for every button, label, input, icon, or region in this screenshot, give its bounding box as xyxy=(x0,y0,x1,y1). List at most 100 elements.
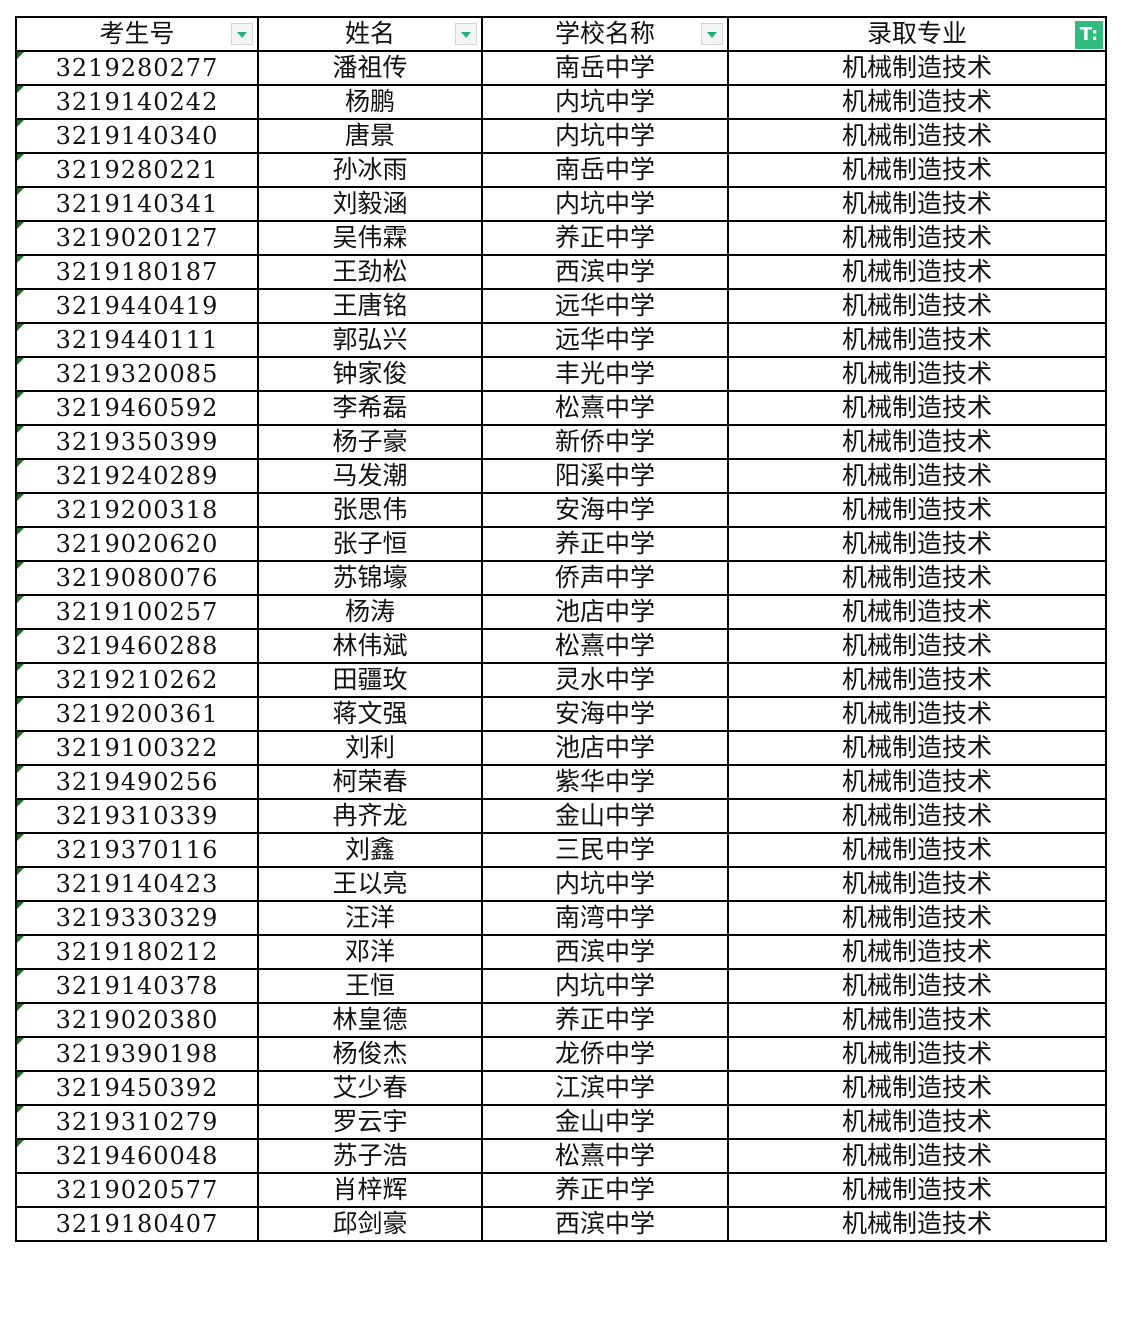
name-cell[interactable]: 王唐铭 xyxy=(257,288,483,324)
school-cell[interactable]: 西滨中学 xyxy=(481,1206,729,1242)
name-cell[interactable]: 邓洋 xyxy=(257,934,483,970)
exam-id-cell[interactable]: 3219140423 xyxy=(15,866,259,902)
major-cell[interactable]: 机械制造技术 xyxy=(727,254,1107,290)
school-cell[interactable]: 金山中学 xyxy=(481,798,729,834)
school-cell[interactable]: 远华中学 xyxy=(481,322,729,358)
exam-id-cell[interactable]: 3219020577 xyxy=(15,1172,259,1208)
filter-dropdown-icon[interactable] xyxy=(231,23,253,45)
exam-id-cell[interactable]: 3219100257 xyxy=(15,594,259,630)
name-cell[interactable]: 张子恒 xyxy=(257,526,483,562)
major-cell[interactable]: 机械制造技术 xyxy=(727,560,1107,596)
name-cell[interactable]: 汪洋 xyxy=(257,900,483,936)
exam-id-cell[interactable]: 3219460048 xyxy=(15,1138,259,1174)
major-cell[interactable]: 机械制造技术 xyxy=(727,526,1107,562)
school-cell[interactable]: 安海中学 xyxy=(481,492,729,528)
school-cell[interactable]: 远华中学 xyxy=(481,288,729,324)
exam-id-cell[interactable]: 3219180407 xyxy=(15,1206,259,1242)
major-cell[interactable]: 机械制造技术 xyxy=(727,866,1107,902)
school-cell[interactable]: 阳溪中学 xyxy=(481,458,729,494)
major-cell[interactable]: 机械制造技术 xyxy=(727,764,1107,800)
exam-id-cell[interactable]: 3219280277 xyxy=(15,50,259,86)
exam-id-cell[interactable]: 3219240289 xyxy=(15,458,259,494)
major-cell[interactable]: 机械制造技术 xyxy=(727,152,1107,188)
major-cell[interactable]: 机械制造技术 xyxy=(727,1002,1107,1038)
major-cell[interactable]: 机械制造技术 xyxy=(727,798,1107,834)
major-cell[interactable]: 机械制造技术 xyxy=(727,968,1107,1004)
name-cell[interactable]: 刘鑫 xyxy=(257,832,483,868)
name-cell[interactable]: 王以亮 xyxy=(257,866,483,902)
school-cell[interactable]: 内坑中学 xyxy=(481,84,729,120)
school-cell[interactable]: 新侨中学 xyxy=(481,424,729,460)
major-cell[interactable]: 机械制造技术 xyxy=(727,832,1107,868)
major-cell[interactable]: 机械制造技术 xyxy=(727,1206,1107,1242)
exam-id-cell[interactable]: 3219350399 xyxy=(15,424,259,460)
major-cell[interactable]: 机械制造技术 xyxy=(727,662,1107,698)
name-cell[interactable]: 邱剑豪 xyxy=(257,1206,483,1242)
major-cell[interactable]: 机械制造技术 xyxy=(727,594,1107,630)
major-cell[interactable]: 机械制造技术 xyxy=(727,730,1107,766)
exam-id-cell[interactable]: 3219020380 xyxy=(15,1002,259,1038)
school-cell[interactable]: 养正中学 xyxy=(481,1002,729,1038)
name-cell[interactable]: 刘毅涵 xyxy=(257,186,483,222)
school-cell[interactable]: 南湾中学 xyxy=(481,900,729,936)
school-cell[interactable]: 西滨中学 xyxy=(481,254,729,290)
school-cell[interactable]: 紫华中学 xyxy=(481,764,729,800)
school-cell[interactable]: 丰光中学 xyxy=(481,356,729,392)
name-cell[interactable]: 艾少春 xyxy=(257,1070,483,1106)
major-cell[interactable]: 机械制造技术 xyxy=(727,1070,1107,1106)
name-cell[interactable]: 杨鹏 xyxy=(257,84,483,120)
name-cell[interactable]: 张思伟 xyxy=(257,492,483,528)
name-cell[interactable]: 唐景 xyxy=(257,118,483,154)
major-cell[interactable]: 机械制造技术 xyxy=(727,696,1107,732)
exam-id-cell[interactable]: 3219180187 xyxy=(15,254,259,290)
exam-id-cell[interactable]: 3219310339 xyxy=(15,798,259,834)
exam-id-cell[interactable]: 3219020127 xyxy=(15,220,259,256)
school-cell[interactable]: 龙侨中学 xyxy=(481,1036,729,1072)
school-cell[interactable]: 松熹中学 xyxy=(481,1138,729,1174)
major-cell[interactable]: 机械制造技术 xyxy=(727,1104,1107,1140)
exam-id-cell[interactable]: 3219460592 xyxy=(15,390,259,426)
name-cell[interactable]: 杨涛 xyxy=(257,594,483,630)
name-cell[interactable]: 苏锦壕 xyxy=(257,560,483,596)
major-cell[interactable]: 机械制造技术 xyxy=(727,1138,1107,1174)
exam-id-cell[interactable]: 3219020620 xyxy=(15,526,259,562)
school-cell[interactable]: 内坑中学 xyxy=(481,118,729,154)
name-cell[interactable]: 潘祖传 xyxy=(257,50,483,86)
name-cell[interactable]: 蒋文强 xyxy=(257,696,483,732)
name-cell[interactable]: 钟家俊 xyxy=(257,356,483,392)
major-cell[interactable]: 机械制造技术 xyxy=(727,1036,1107,1072)
school-cell[interactable]: 三民中学 xyxy=(481,832,729,868)
school-cell[interactable]: 侨声中学 xyxy=(481,560,729,596)
school-cell[interactable]: 南岳中学 xyxy=(481,50,729,86)
name-cell[interactable]: 田疆玫 xyxy=(257,662,483,698)
exam-id-cell[interactable]: 3219140378 xyxy=(15,968,259,1004)
school-cell[interactable]: 内坑中学 xyxy=(481,186,729,222)
name-cell[interactable]: 柯荣春 xyxy=(257,764,483,800)
name-cell[interactable]: 刘利 xyxy=(257,730,483,766)
school-cell[interactable]: 灵水中学 xyxy=(481,662,729,698)
name-cell[interactable]: 林皇德 xyxy=(257,1002,483,1038)
major-cell[interactable]: 机械制造技术 xyxy=(727,390,1107,426)
school-cell[interactable]: 松熹中学 xyxy=(481,628,729,664)
exam-id-cell[interactable]: 3219210262 xyxy=(15,662,259,698)
school-cell[interactable]: 松熹中学 xyxy=(481,390,729,426)
major-cell[interactable]: 机械制造技术 xyxy=(727,1172,1107,1208)
major-cell[interactable]: 机械制造技术 xyxy=(727,118,1107,154)
major-cell[interactable]: 机械制造技术 xyxy=(727,900,1107,936)
exam-id-cell[interactable]: 3219140341 xyxy=(15,186,259,222)
name-cell[interactable]: 马发潮 xyxy=(257,458,483,494)
exam-id-cell[interactable]: 3219460288 xyxy=(15,628,259,664)
school-cell[interactable]: 安海中学 xyxy=(481,696,729,732)
exam-id-cell[interactable]: 3219200361 xyxy=(15,696,259,732)
filter-active-icon[interactable]: T: xyxy=(1075,21,1103,49)
exam-id-cell[interactable]: 3219490256 xyxy=(15,764,259,800)
exam-id-cell[interactable]: 3219140242 xyxy=(15,84,259,120)
major-cell[interactable]: 机械制造技术 xyxy=(727,628,1107,664)
school-cell[interactable]: 内坑中学 xyxy=(481,866,729,902)
name-cell[interactable]: 吴伟霖 xyxy=(257,220,483,256)
school-cell[interactable]: 西滨中学 xyxy=(481,934,729,970)
major-cell[interactable]: 机械制造技术 xyxy=(727,934,1107,970)
name-cell[interactable]: 孙冰雨 xyxy=(257,152,483,188)
school-cell[interactable]: 金山中学 xyxy=(481,1104,729,1140)
school-cell[interactable]: 养正中学 xyxy=(481,526,729,562)
